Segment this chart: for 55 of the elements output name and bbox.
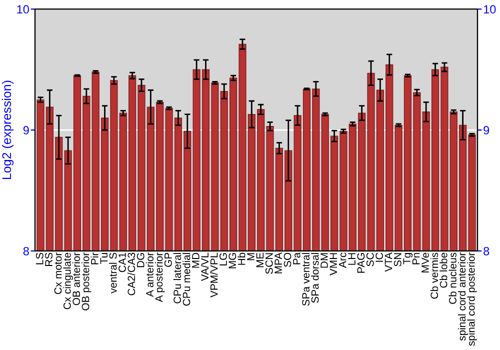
x-tick-label: LG: [220, 253, 227, 266]
x-tick-label: Hb: [238, 252, 246, 265]
x-tick-label: GP: [164, 252, 172, 267]
x-tick-label: IC: [376, 252, 383, 262]
x-tick-label: VMH: [330, 253, 337, 276]
x-tick-label: VTA: [384, 252, 392, 272]
x-tick-label: Pn: [412, 253, 420, 264]
y-axis-title: Log2 (expression): [2, 80, 14, 180]
x-tick-label: Tg: [403, 253, 413, 264]
x-tick-label: CA1: [118, 252, 126, 272]
x-tick-label: ME: [256, 252, 264, 268]
x-tick-label: Pa: [293, 252, 300, 264]
x-tick-label: Cb lobe: [440, 252, 448, 288]
x-tick-label: DM: [320, 253, 328, 268]
x-tick-label: ventral S: [109, 252, 117, 294]
y2-tick-label: 9: [484, 126, 490, 134]
x-tick-label: RS: [45, 252, 52, 266]
x-tick-label: OB anterior: [72, 252, 80, 306]
y-tick-label: 8: [23, 246, 29, 256]
x-tick-label: SO: [284, 252, 292, 267]
x-tick-label: SPa ventral: [302, 253, 310, 306]
x-tick-label: A posterior: [155, 252, 165, 302]
x-tick-label: LH: [348, 253, 356, 265]
x-tick-label: MD: [192, 252, 200, 268]
x-tick-label: Tu: [100, 253, 108, 264]
x-tick-label: Arc: [338, 252, 346, 268]
x-tick-label: DG: [136, 253, 144, 268]
x-tick-label: spinal cord posterior: [467, 252, 477, 346]
x-tick-label: Cb vermis: [430, 252, 438, 299]
x-tick-label: Pir: [90, 252, 98, 264]
x-tick-label: OB posterior: [82, 252, 92, 310]
y-tick-label: 9: [23, 126, 29, 134]
x-tick-label: A anterior: [146, 252, 154, 297]
x-tick-label: Cx cingulate: [63, 252, 73, 310]
x-tick-label: LS: [36, 252, 44, 264]
x-tick-label: MPA: [274, 252, 282, 274]
x-tick-label: PAG: [357, 253, 365, 273]
x-tick-label: CPu lateral: [173, 253, 182, 304]
y2-tick-label: 10: [484, 5, 496, 14]
x-tick-label: VA/VL: [200, 252, 209, 282]
x-tick-label: CA2/CA3: [127, 252, 136, 296]
x-tick-label: MG: [228, 253, 236, 268]
x-tick-label: SN: [394, 253, 402, 266]
x-tick-label: Cb nucleus: [448, 252, 456, 304]
x-tick-label: VPM/VPL: [210, 252, 218, 298]
x-tick-label: SC: [366, 252, 374, 266]
x-tick-label: MVe: [422, 252, 429, 272]
x-tick-label: SCN: [265, 253, 273, 274]
x-tick-label: CPu medial: [182, 253, 190, 306]
x-tick-label: SPa dorsal: [311, 253, 319, 303]
x-tick-label: spinal cord anterior: [458, 252, 468, 341]
y-tick-label: 10: [17, 5, 29, 14]
x-tick-label: Cx motor: [54, 252, 62, 294]
x-tick-label: M: [247, 253, 254, 260]
y2-tick-label: 8: [484, 246, 490, 256]
